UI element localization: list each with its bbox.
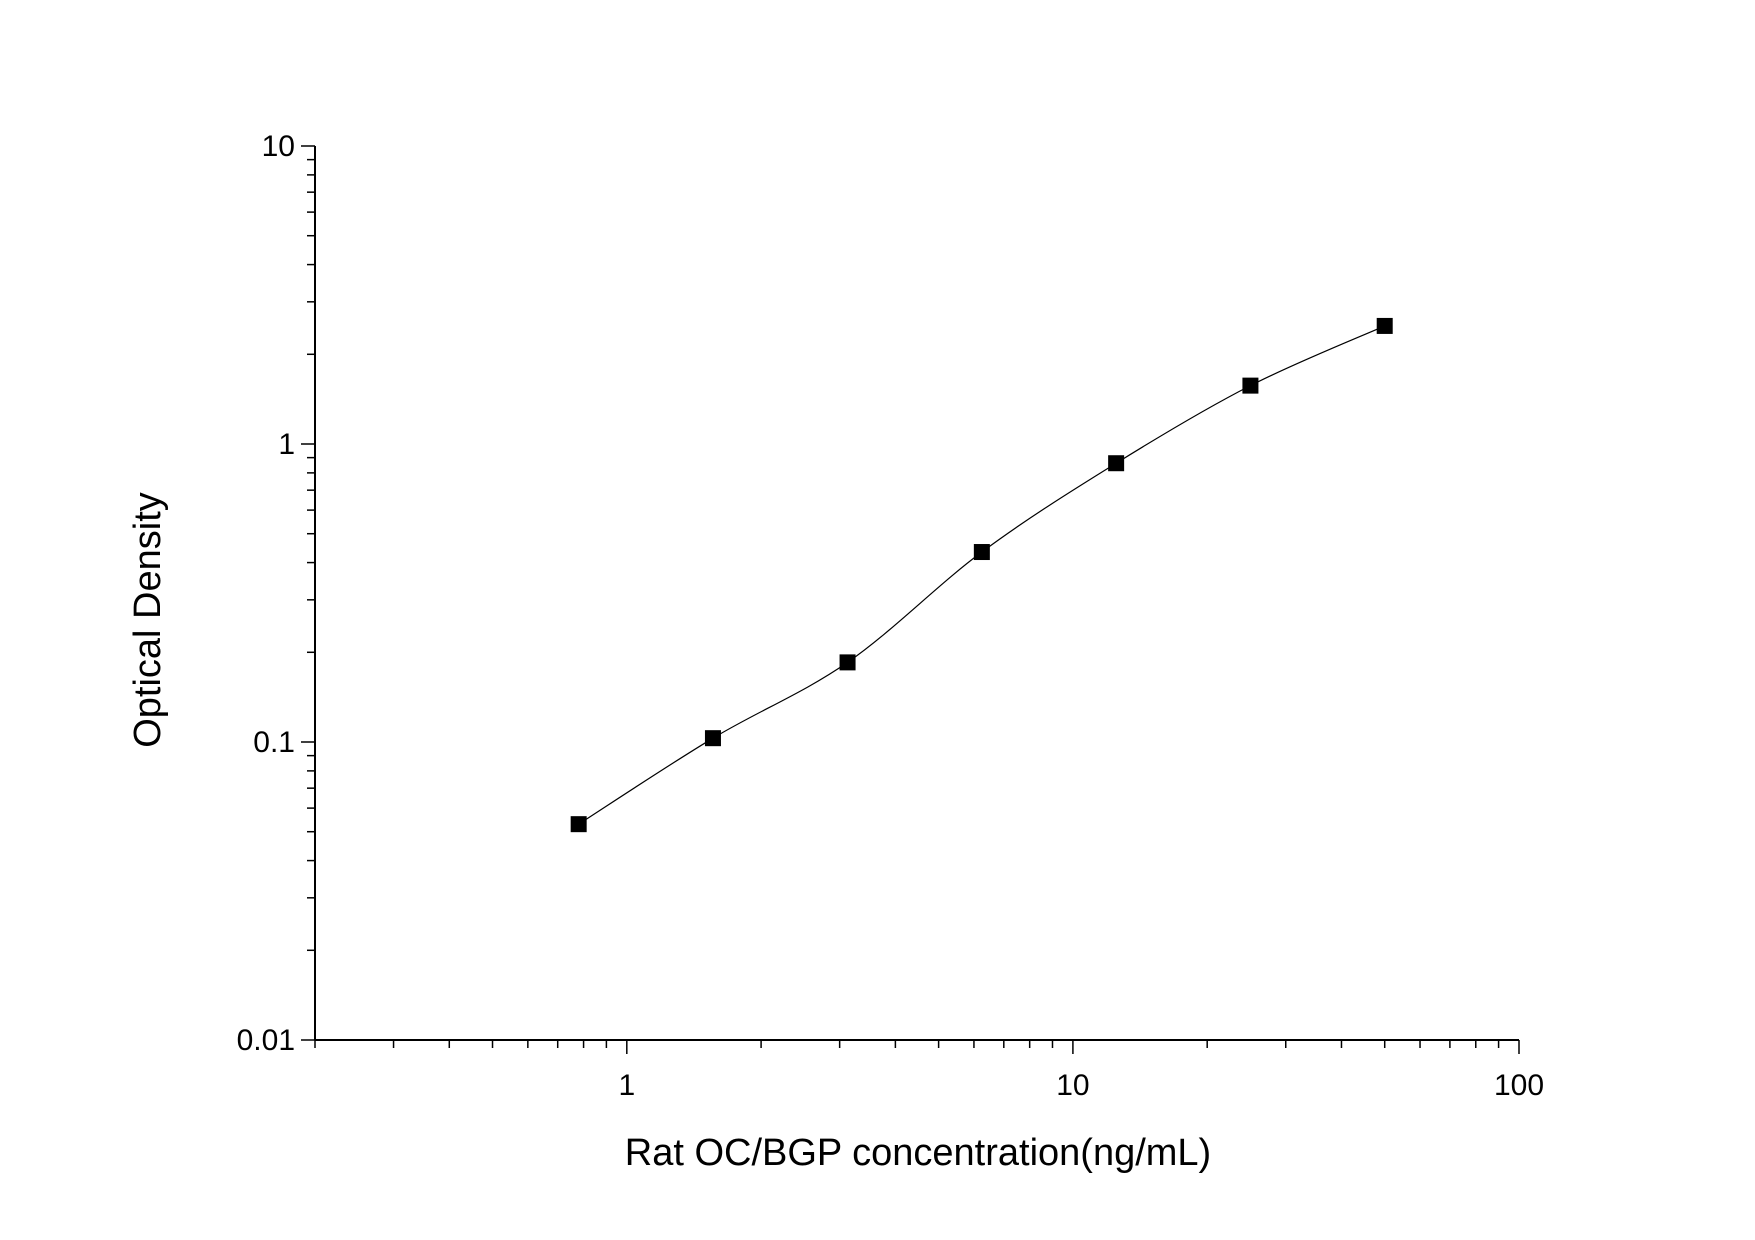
data-point	[570, 816, 587, 833]
fit-curve	[578, 325, 1385, 825]
data-point	[839, 654, 856, 671]
x-axis-label: Rat OC/BGP concentration(ng/mL)	[625, 1132, 1211, 1174]
y-tick-label: 10	[262, 130, 295, 163]
data-point	[1108, 455, 1125, 472]
ticks: 1 10 100 0.01 0.1 1 10	[237, 130, 1544, 1102]
data-point	[1242, 377, 1259, 394]
y-tick-label: 1	[278, 428, 295, 461]
y-tick-label: 0.1	[253, 726, 295, 759]
data-point	[704, 730, 721, 747]
x-tick-label: 1	[618, 1069, 635, 1102]
y-axis-label: Optical Density	[127, 492, 169, 748]
data-points	[570, 317, 1393, 833]
x-tick-label: 10	[1056, 1069, 1089, 1102]
y-tick-label: 0.01	[237, 1024, 295, 1057]
data-point	[1376, 317, 1393, 334]
axes	[314, 146, 1519, 1041]
data-point	[973, 544, 990, 561]
x-tick-label: 100	[1494, 1069, 1544, 1102]
